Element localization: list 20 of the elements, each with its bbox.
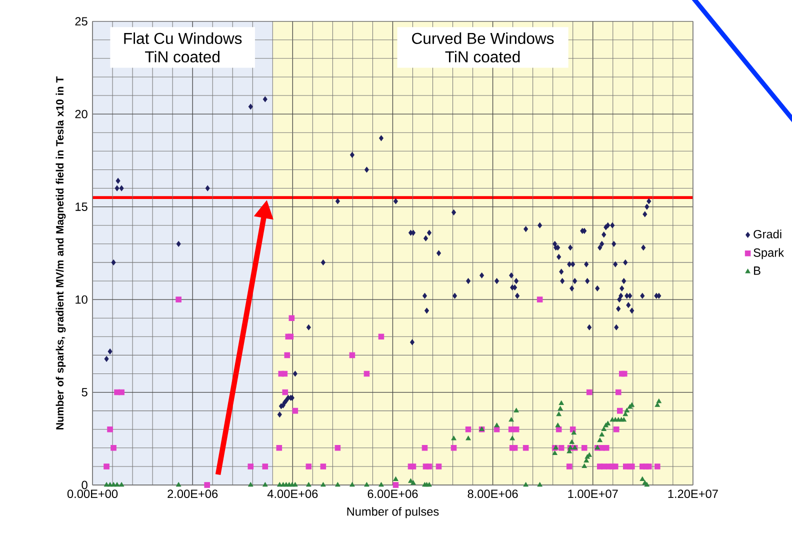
band-label: Flat Cu Windows TiN coated [124,32,242,62]
x-tick-label: 0.00E+00 [67,490,118,498]
x-tick-label: 6.00E+06 [368,490,418,498]
legend-label: Gradi [754,230,782,238]
y-axis-title: Number of sparks, gradient MV/m and Magnetid field in Tesla x10 in T [56,76,66,430]
y-tick-label: 25 [75,17,88,26]
legend-label: B [754,266,760,275]
x-tick-label: 4.00E+06 [267,490,318,498]
y-tick-label: 0 [82,480,88,490]
x-tick-label: 1.20E+07 [668,490,718,498]
y-tick-label: 10 [76,295,88,304]
y-tick-label: 15 [76,202,88,211]
band-label: Curved Be Windows TiN coated [412,32,554,62]
x-tick-label: 8.00E+06 [468,490,518,498]
y-tick-label: 5 [82,388,88,396]
y-tick-label: 20 [75,110,88,118]
x-axis-title: Number of pulses [347,507,439,518]
x-tick-label: 2.00E+06 [168,490,218,498]
legend-label: Spark [754,248,784,260]
x-tick-label: 1.00E+07 [568,490,618,498]
